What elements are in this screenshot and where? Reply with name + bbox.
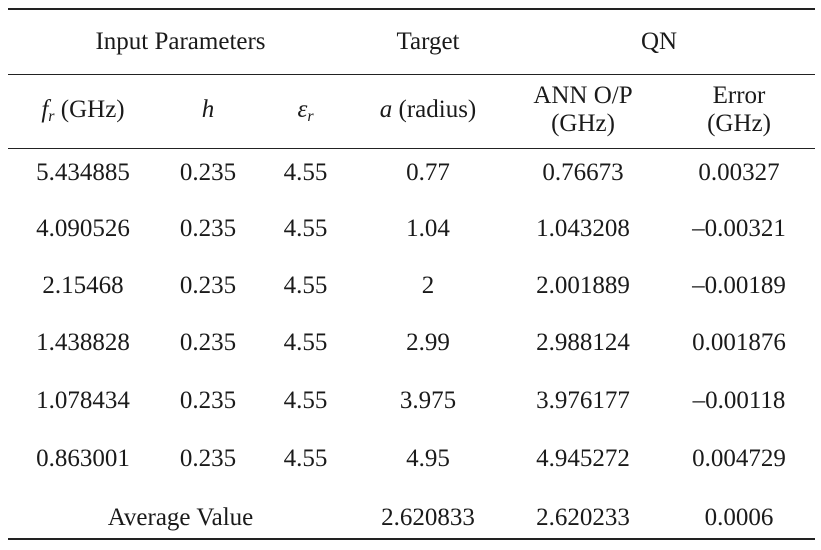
cell-radius: 0.77 (406, 159, 450, 186)
bottom-rule (8, 538, 815, 540)
cell-h: 0.235 (179, 445, 237, 472)
col-header-radius: a (radius) (353, 96, 503, 124)
cell-error: 0.001876 (692, 329, 786, 356)
cell-fr: 1.438828 (36, 329, 130, 356)
cell-er: 4.55 (283, 215, 328, 242)
cell-radius: 4.95 (406, 445, 450, 472)
cell-fr: 1.078434 (36, 387, 130, 414)
ann-line1: ANN O/P (533, 82, 633, 109)
fr-subscript: r (48, 108, 55, 125)
cell-fr: 0.863001 (36, 445, 130, 472)
cell-fr: 2.15468 (42, 272, 124, 299)
cell-ann: 0.76673 (542, 159, 624, 186)
average-error: 0.0006 (704, 504, 774, 531)
fr-unit: (GHz) (54, 96, 125, 123)
cell-er: 4.55 (283, 445, 328, 472)
er-symbol: ε (297, 96, 308, 123)
err-line1: Error (712, 82, 766, 109)
group-header-qn: QN (640, 28, 678, 55)
col-header-permittivity: εr (258, 96, 353, 125)
cell-error: 0.00327 (698, 159, 780, 186)
cell-h: 0.235 (179, 215, 237, 242)
cell-error: –0.00118 (692, 387, 786, 414)
col-header-error: Error (GHz) (663, 82, 815, 138)
col-header-h: h (201, 96, 215, 123)
cell-ann: 1.043208 (536, 215, 630, 242)
cell-er: 4.55 (283, 387, 328, 414)
cell-ann: 3.976177 (536, 387, 630, 414)
cell-er: 4.55 (283, 159, 328, 186)
cell-radius: 2 (421, 272, 435, 299)
cell-fr: 5.434885 (36, 159, 130, 186)
cell-ann: 4.945272 (536, 445, 630, 472)
cell-error: –0.00189 (692, 272, 786, 299)
cell-er: 4.55 (283, 329, 328, 356)
fr-symbol: f (41, 96, 49, 123)
cell-h: 0.235 (179, 387, 237, 414)
er-subscript: r (307, 108, 314, 125)
col-header-ann-output: ANN O/P (GHz) (503, 82, 663, 138)
average-label: Average Value (107, 504, 254, 531)
col-header-resonant-frequency: fr (GHz) (8, 96, 158, 125)
group-header-target: Target (396, 28, 460, 55)
column-header-rule (8, 148, 815, 149)
ann-line2: (GHz) (551, 110, 615, 137)
cell-h: 0.235 (179, 159, 237, 186)
err-line2: (GHz) (707, 110, 771, 137)
cell-error: 0.004729 (692, 445, 786, 472)
cell-er: 4.55 (283, 272, 328, 299)
a-unit: (radius) (392, 96, 477, 123)
group-header-input-parameters: Input Parameters (95, 28, 266, 55)
cell-error: –0.00321 (692, 215, 786, 242)
cell-fr: 4.090526 (36, 215, 130, 242)
cell-h: 0.235 (179, 329, 237, 356)
top-rule (8, 8, 815, 10)
cell-ann: 2.001889 (536, 272, 630, 299)
group-header-rule (8, 74, 815, 75)
average-target: 2.620833 (381, 504, 475, 531)
average-ann: 2.620233 (536, 504, 630, 531)
a-symbol: a (379, 96, 393, 123)
cell-radius: 1.04 (406, 215, 450, 242)
cell-radius: 3.975 (399, 387, 457, 414)
cell-ann: 2.988124 (536, 329, 630, 356)
cell-radius: 2.99 (406, 329, 450, 356)
cell-h: 0.235 (179, 272, 237, 299)
